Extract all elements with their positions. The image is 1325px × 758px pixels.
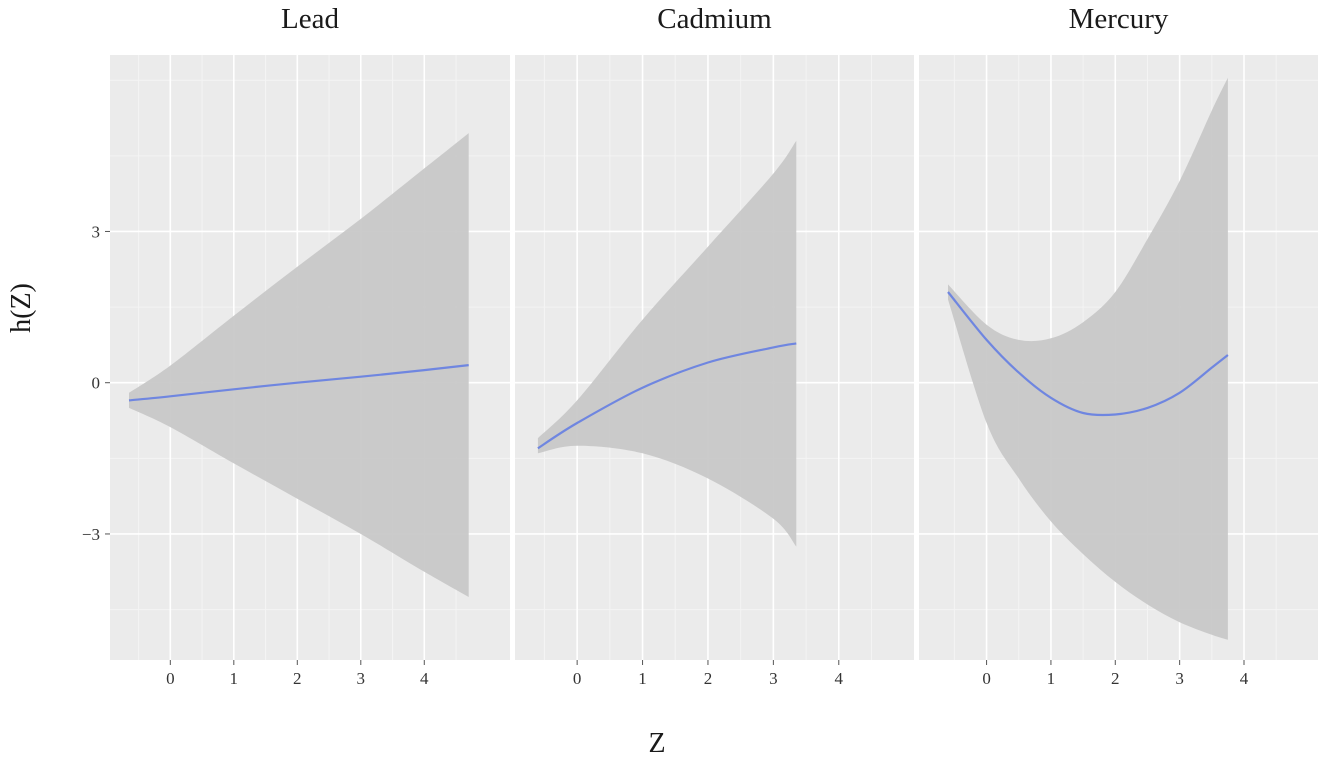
- estimate-line-mercury: [947, 291, 1229, 417]
- x-tick-label: 3: [769, 669, 778, 688]
- panel-lead: Lead 0 1 2 3 4: [110, 3, 510, 688]
- x-tick-label: 2: [704, 669, 713, 688]
- x-tick-label: 0: [982, 669, 991, 688]
- x-tick-label: 4: [1240, 669, 1249, 688]
- y-axis: −3 0 3: [82, 222, 110, 544]
- x-tick-label: 1: [638, 669, 647, 688]
- x-tick-label: 4: [835, 669, 844, 688]
- x-tick-label: 2: [1111, 669, 1120, 688]
- x-tick-label: 0: [166, 669, 175, 688]
- x-tick-label: 3: [1175, 669, 1184, 688]
- x-tick-label: 1: [230, 669, 239, 688]
- y-tick-label: 0: [92, 374, 101, 393]
- y-tick-label: 3: [92, 222, 101, 241]
- confidence-band-mercury: [948, 77, 1228, 640]
- panel-cadmium: Cadmium 0 1 2 3 4: [515, 3, 914, 688]
- panel-mercury: Mercury 0 1 2 3 4: [919, 3, 1318, 688]
- x-tick-label: 3: [357, 669, 366, 688]
- confidence-band-cadmium: [537, 140, 797, 547]
- panel-title-lead: Lead: [281, 3, 339, 35]
- x-tick-label: 1: [1047, 669, 1056, 688]
- estimate-line-cadmium: [537, 342, 797, 450]
- y-tick-label: −3: [82, 525, 100, 544]
- x-tick-label: 4: [420, 669, 429, 688]
- x-tick-label: 0: [573, 669, 582, 688]
- x-axis-title: Z: [648, 728, 665, 758]
- y-axis-title: h(Z): [6, 283, 37, 333]
- panel-title-mercury: Mercury: [1069, 3, 1169, 35]
- x-tick-label: 2: [293, 669, 302, 688]
- estimate-line-lead: [128, 364, 469, 402]
- confidence-band-lead: [129, 133, 469, 597]
- panel-title-cadmium: Cadmium: [657, 3, 772, 35]
- panels-layer: Lead 0 1 2 3 4 Cadmium 0 1 2 3 4 Mercury 0 1 2 3 4: [110, 3, 1318, 688]
